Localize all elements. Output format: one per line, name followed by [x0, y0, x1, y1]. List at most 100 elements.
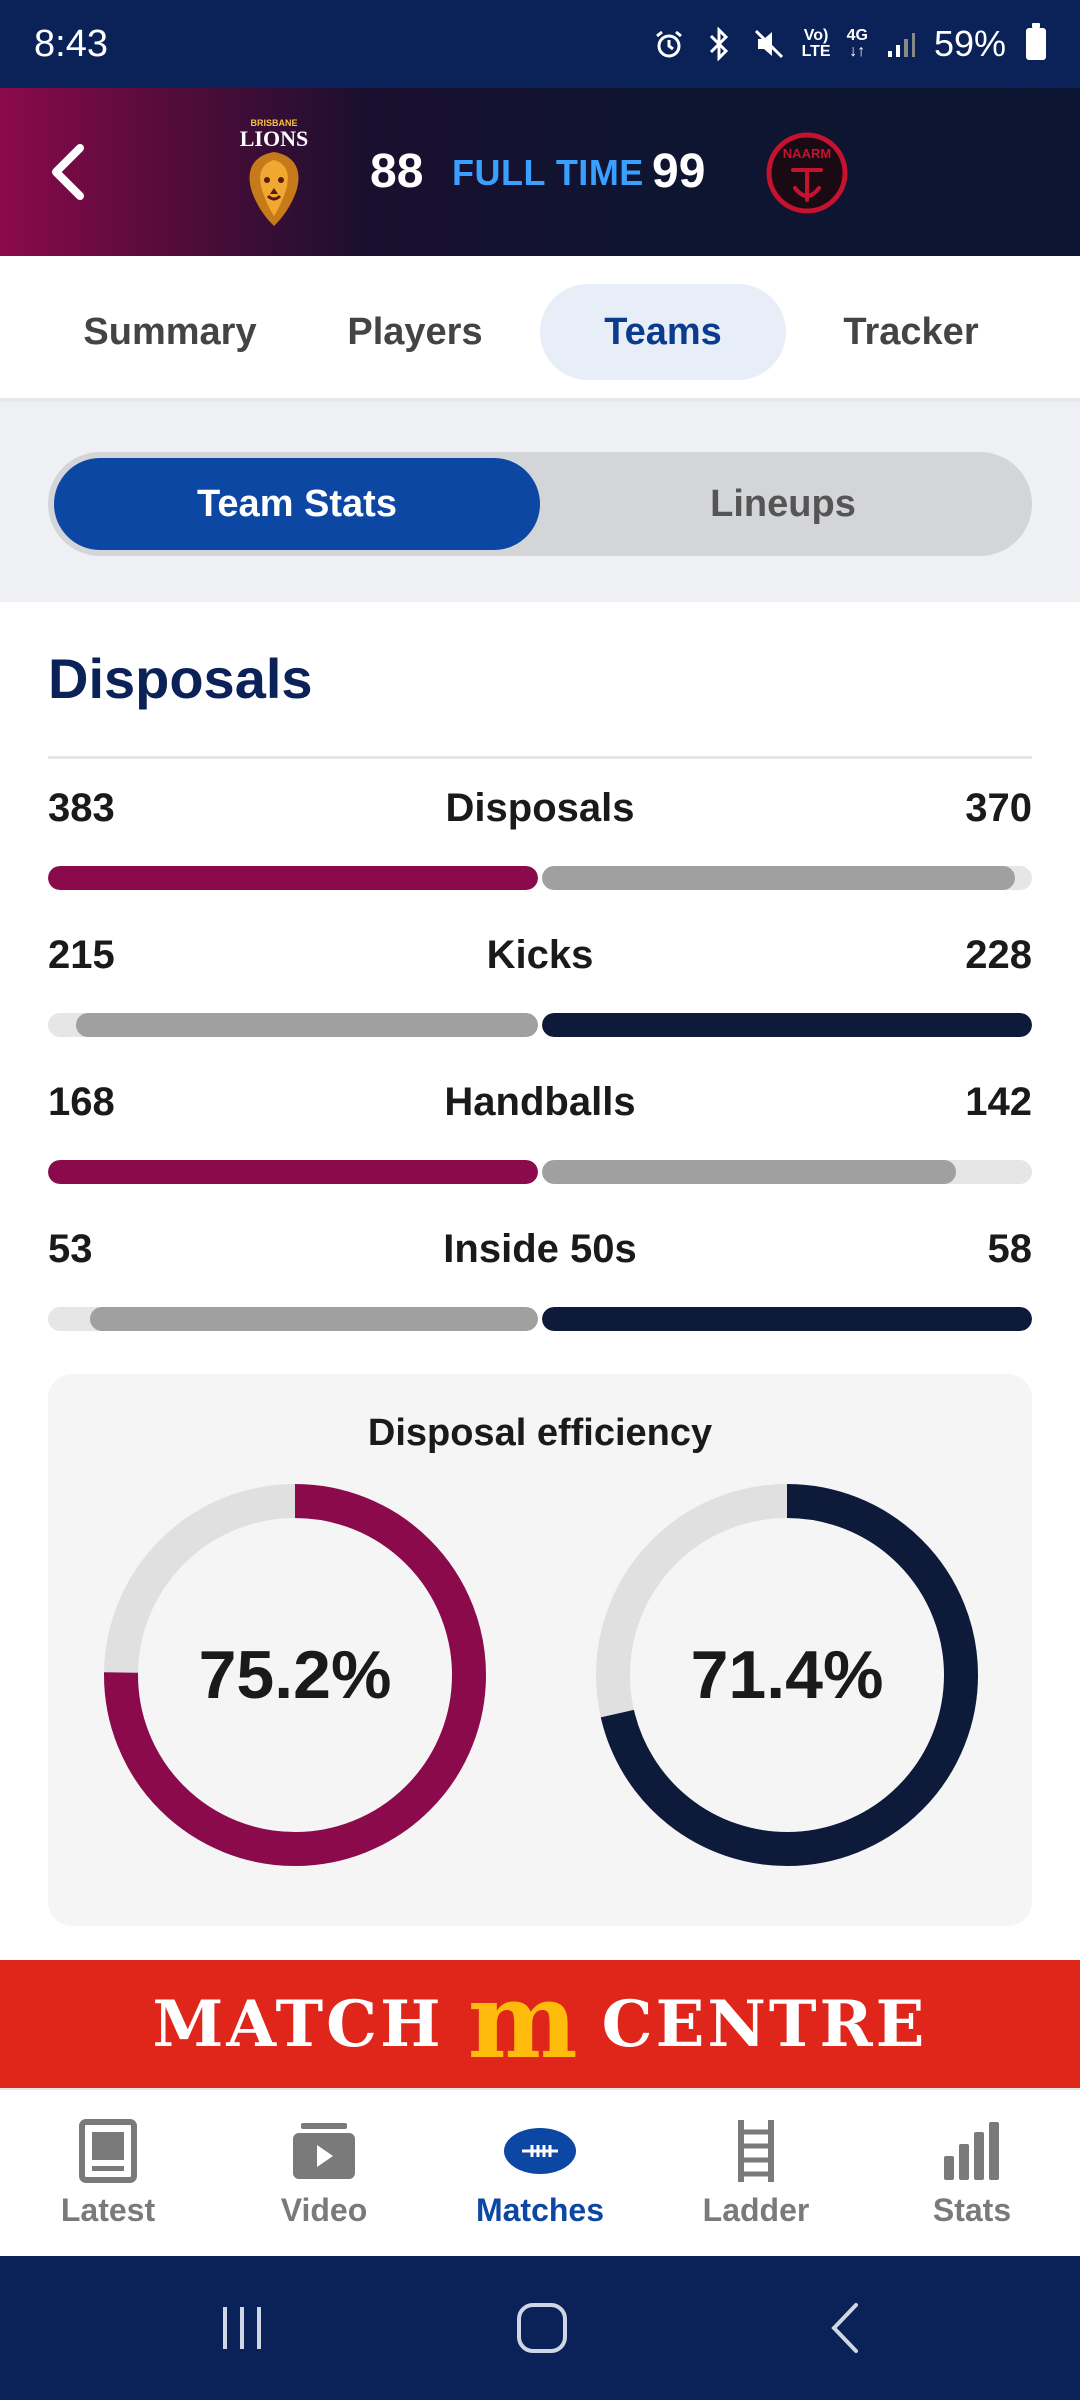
video-icon	[286, 2116, 362, 2186]
team-stats-toggle[interactable]: Team Stats	[54, 458, 540, 550]
ladder-icon	[718, 2116, 794, 2186]
nav-label: Stats	[932, 2192, 1012, 2228]
stat-row-handballs: 168 Handballs 142	[48, 1080, 1032, 1190]
match-centre-banner[interactable]: MATCH m CENTRE	[0, 1960, 1080, 2088]
signal-icon	[884, 27, 918, 61]
stat-away-value: 228	[965, 933, 1032, 977]
nav-item-video[interactable]: Video	[216, 2090, 432, 2258]
stat-label: Handballs	[444, 1080, 636, 1124]
home-bar-fill	[90, 1307, 538, 1331]
alarm-icon	[652, 27, 686, 61]
nav-item-matches[interactable]: Matches	[432, 2090, 648, 2258]
away-bar-track	[542, 866, 1032, 890]
home-bar-track	[48, 1160, 538, 1184]
stat-home-value: 383	[48, 786, 115, 830]
nav-item-latest[interactable]: Latest	[0, 2090, 216, 2258]
stat-home-value: 53	[48, 1227, 93, 1271]
recent-apps-icon	[223, 2307, 261, 2349]
mute-icon	[752, 27, 786, 61]
stat-label: Kicks	[486, 933, 594, 977]
network-label: Vo) LTE	[802, 28, 831, 60]
tab-summary[interactable]: Summary	[83, 310, 257, 353]
status-time: 8:43	[34, 22, 108, 65]
away-bar-track	[542, 1160, 1032, 1184]
nav-label: Matches	[475, 2192, 605, 2228]
home-logo-text-top: BRISBANE	[250, 118, 297, 128]
home-button[interactable]	[502, 2292, 582, 2364]
away-score: 99	[652, 145, 706, 198]
home-bar-fill	[48, 866, 538, 890]
stat-away-value: 142	[965, 1080, 1032, 1124]
stat-row-disposals: 383 Disposals 370	[48, 786, 1032, 896]
home-bar-track	[48, 1307, 538, 1331]
bottom-nav: Latest Video Matches Ladder Stats	[0, 2088, 1080, 2256]
android-nav-bar	[0, 2256, 1080, 2400]
efficiency-title: Disposal efficiency	[367, 1412, 713, 1454]
home-team-logo[interactable]: BRISBANE LIONS	[232, 112, 316, 232]
away-logo-text: NAARM	[783, 146, 831, 161]
status-bar: 8:43 Vo) LTE 4G ↓↑ 59%	[0, 0, 1080, 88]
away-bar-fill	[542, 1013, 1032, 1037]
away-efficiency-ring: 71.4%	[592, 1480, 982, 1870]
view-toggle-area: Team Stats Lineups	[0, 402, 1080, 602]
away-bar-fill	[542, 866, 1016, 890]
battery-icon	[1026, 23, 1046, 60]
home-score: 88	[370, 145, 424, 198]
banner-text-left: MATCH	[152, 1986, 444, 2062]
nav-item-stats[interactable]: Stats	[864, 2090, 1080, 2258]
banner-text-right: CENTRE	[601, 1986, 928, 2062]
network-bottom-label: LTE	[801, 43, 831, 60]
signal-type: 4G ↓↑	[846, 27, 868, 60]
nav-label: Latest	[60, 2192, 156, 2228]
tab-players[interactable]: Players	[347, 310, 483, 353]
away-bar-fill	[542, 1160, 957, 1184]
status-icons: Vo) LTE 4G ↓↑ 59%	[652, 23, 1046, 65]
lineups-toggle[interactable]: Lineups	[710, 482, 856, 525]
stat-home-value: 168	[48, 1080, 115, 1124]
network-top-label: Vo)	[803, 27, 829, 44]
away-efficiency-value: 71.4%	[690, 1637, 884, 1713]
match-status: FULL TIME	[452, 152, 644, 193]
away-bar-track	[542, 1307, 1032, 1331]
bluetooth-icon	[702, 27, 736, 61]
bar-chart-icon	[934, 2116, 1010, 2186]
section-title: Disposals	[48, 647, 313, 710]
away-team-logo[interactable]: NAARM	[765, 128, 849, 218]
chevron-left-icon	[52, 144, 84, 200]
tab-tracker[interactable]: Tracker	[843, 310, 979, 353]
view-toggle: Team Stats Lineups	[48, 452, 1032, 556]
home-efficiency-value: 75.2%	[198, 1637, 392, 1713]
stat-away-value: 58	[987, 1227, 1033, 1271]
football-icon	[502, 2116, 578, 2186]
home-circle-icon	[517, 2303, 567, 2353]
news-icon	[70, 2116, 146, 2186]
signal-type-label: 4G	[846, 27, 868, 44]
match-tabs: Summary Players Teams Tracker	[0, 256, 1080, 402]
stat-home-value: 215	[48, 933, 115, 977]
away-bar-track	[542, 1013, 1032, 1037]
battery-percent: 59%	[933, 23, 1006, 64]
match-header: BRISBANE LIONS 88 FULL TIME 99 NAARM	[0, 88, 1080, 256]
stat-label: Disposals	[445, 786, 635, 830]
golden-arches-logo: m	[467, 1959, 578, 2082]
home-bar-track	[48, 1013, 538, 1037]
back-button[interactable]	[38, 138, 98, 206]
stat-row-inside-50s: 53 Inside 50s 58	[48, 1227, 1032, 1337]
ring-arc	[596, 1484, 978, 1866]
nav-item-ladder[interactable]: Ladder	[648, 2090, 864, 2258]
home-logo-text: LIONS	[240, 126, 308, 151]
recent-apps-button[interactable]	[202, 2292, 282, 2364]
home-bar-track	[48, 866, 538, 890]
home-efficiency-ring: 75.2%	[100, 1480, 490, 1870]
ring-arc	[104, 1484, 486, 1866]
disposal-efficiency-card: Disposal efficiency 75.2% 71.4%	[48, 1374, 1032, 1926]
stat-row-kicks: 215 Kicks 228	[48, 933, 1032, 1043]
home-bar-fill	[75, 1013, 538, 1037]
chevron-left-icon	[831, 2303, 858, 2353]
divider	[48, 756, 1032, 759]
stat-label: Inside 50s	[443, 1227, 637, 1271]
system-back-button[interactable]	[806, 2292, 886, 2364]
tab-teams[interactable]: Teams	[540, 284, 786, 380]
nav-label: Video	[280, 2192, 368, 2228]
stat-away-value: 370	[965, 786, 1032, 830]
